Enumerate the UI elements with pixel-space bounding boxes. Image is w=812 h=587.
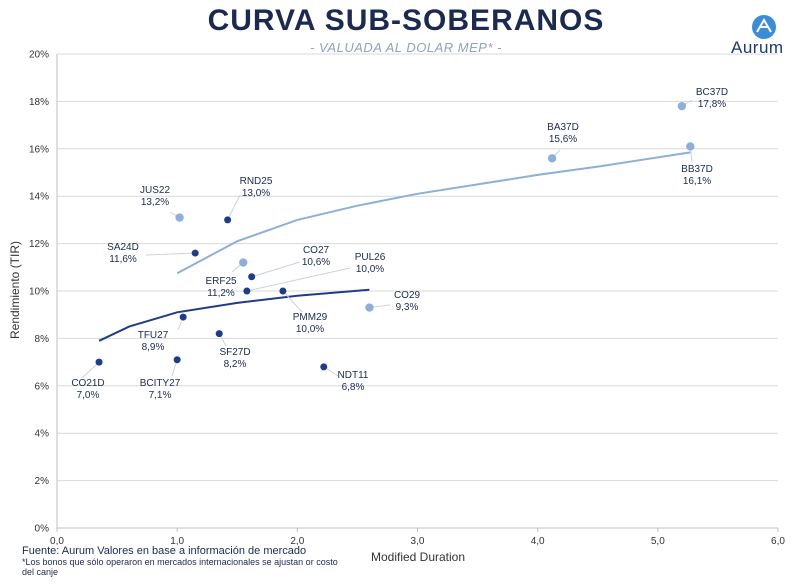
point-value-label: 16,1%: [683, 176, 711, 187]
chart-title: CURVA SUB-SOBERANOS: [207, 4, 605, 37]
x-tick-label: 4,0: [531, 536, 545, 547]
brand-name: Aurum: [731, 38, 784, 57]
x-tick-label: 1,0: [170, 536, 184, 547]
point-co27: [248, 273, 256, 281]
point-value-label: 11,2%: [207, 288, 235, 299]
y-axis-label: Rendimiento (TIR): [8, 241, 22, 339]
y-tick-label: 8%: [35, 334, 50, 345]
leader-line: [246, 267, 351, 292]
point-name-label: TFU27: [138, 330, 169, 341]
trend-layer: [98, 151, 691, 342]
leader-line: [81, 361, 100, 379]
point-bcity27: [173, 356, 181, 364]
point-pmm29: [279, 287, 287, 295]
point-name-label: BCITY27: [140, 378, 181, 389]
y-tick-label: 10%: [29, 287, 49, 298]
leader-line: [227, 194, 241, 221]
leader-line: [282, 290, 303, 313]
point-co29: [365, 303, 374, 312]
point-name-label: PUL26: [355, 252, 386, 263]
point-sa24d: [191, 249, 199, 257]
x-tick-label: 2,0: [290, 536, 304, 547]
point-ndt11: [320, 363, 328, 371]
footnote: *Los bonos que sólo operaron en mercados…: [22, 557, 338, 577]
point-name-label: BB37D: [681, 164, 713, 175]
point-name-label: BC37D: [696, 87, 728, 98]
y-tick-label: 20%: [29, 50, 49, 61]
point-value-label: 7,0%: [77, 390, 100, 401]
x-tick-label: 6,0: [771, 536, 785, 547]
x-tick-label: 5,0: [651, 536, 665, 547]
y-tick-label: 6%: [35, 381, 50, 392]
point-name-label: CO27: [303, 245, 330, 256]
point-bc37d: [677, 101, 687, 111]
x-axis-label: Modified Duration: [371, 550, 465, 564]
point-pul26: [243, 287, 251, 295]
point-rnd25: [224, 216, 232, 224]
source-note: Fuente: Aurum Valores en base a informac…: [22, 545, 307, 557]
point-value-label: 13,2%: [141, 197, 169, 208]
y-tick-label: 16%: [29, 144, 49, 155]
point-value-label: 10,0%: [356, 264, 384, 275]
point-value-label: 9,3%: [396, 302, 419, 313]
point-value-label: 15,6%: [549, 134, 577, 145]
point-bb37d: [686, 142, 695, 151]
aurum-logo-icon: [752, 15, 776, 39]
point-name-label: PMM29: [293, 312, 328, 323]
y-tick-label: 4%: [35, 429, 50, 440]
point-name-label: CO29: [394, 290, 421, 301]
y-tick-label: 14%: [29, 192, 49, 203]
point-value-label: 8,2%: [224, 359, 247, 370]
x-tick-label: 0,0: [50, 536, 64, 547]
point-ba37d: [547, 154, 557, 163]
point-value-label: 11,6%: [109, 254, 137, 265]
point-erf25: [239, 258, 248, 267]
point-co21d: [95, 358, 103, 366]
light-trend-line: [176, 151, 691, 275]
point-value-label: 10,0%: [296, 324, 324, 335]
y-tick-label: 0%: [35, 524, 50, 535]
axis-layer: 0% 2% 4% 6% 8% 10% 12% 14% 16% 18% 20% 0,0 1,0 2,0 3,0…: [29, 50, 785, 548]
point-sf27d: [215, 330, 223, 338]
x-tick-label: 3,0: [411, 536, 425, 547]
y-tick-label: 2%: [35, 476, 50, 487]
point-name-label: CO21D: [71, 378, 104, 389]
point-jus22: [175, 213, 184, 222]
point-value-label: 8,9%: [142, 342, 165, 353]
point-name-label: JUS22: [140, 185, 170, 196]
point-value-label: 7,1%: [149, 390, 172, 401]
point-value-label: 6,8%: [342, 382, 365, 393]
point-value-label: 10,6%: [302, 257, 330, 268]
point-tfu27: [179, 313, 187, 321]
leader-line: [251, 261, 301, 278]
point-name-label: BA37D: [547, 122, 579, 133]
leader-line: [145, 252, 196, 256]
dark-trend-line: [98, 288, 370, 342]
chart-subtitle: - VALUADA AL DOLAR MEP* -: [310, 40, 502, 55]
point-name-label: NDT11: [338, 370, 369, 381]
point-name-label: SF27D: [219, 347, 250, 358]
point-value-label: 17,8%: [698, 99, 726, 110]
y-tick-label: 18%: [29, 97, 49, 108]
y-tick-label: 12%: [29, 239, 49, 250]
point-name-label: SA24D: [107, 242, 139, 253]
point-name-label: RND25: [240, 176, 273, 187]
point-name-label: ERF25: [205, 276, 237, 287]
point-value-label: 13,0%: [242, 188, 270, 199]
